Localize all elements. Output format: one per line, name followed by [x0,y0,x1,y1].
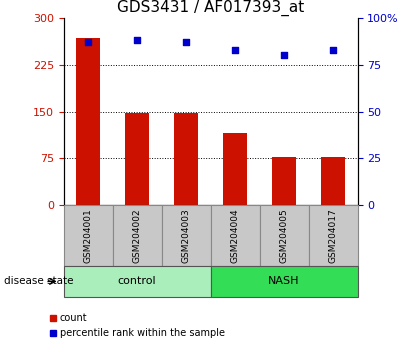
Bar [321,156,345,205]
Point [183,39,189,45]
Text: GSM204002: GSM204002 [133,208,142,263]
Title: GDS3431 / AF017393_at: GDS3431 / AF017393_at [117,0,304,16]
Bar [64,266,210,297]
Text: GSM204001: GSM204001 [84,208,93,263]
Point [281,52,287,58]
Bar [64,205,113,266]
Text: GSM204005: GSM204005 [279,208,289,263]
Bar [162,205,211,266]
Point [85,39,92,45]
Bar [272,156,296,205]
Text: NASH: NASH [268,276,300,286]
Text: GSM204017: GSM204017 [328,208,337,263]
Point [330,47,336,52]
Bar [76,38,100,205]
Bar [260,205,309,266]
Bar [223,133,247,205]
Bar [113,205,162,266]
Point [232,47,238,52]
Bar [125,113,150,205]
Text: control: control [118,276,157,286]
Text: disease state: disease state [4,276,74,286]
Legend: count, percentile rank within the sample: count, percentile rank within the sample [46,309,229,342]
Point [134,38,141,43]
Text: GSM204004: GSM204004 [231,208,240,263]
Bar [309,205,358,266]
Bar [174,113,199,205]
Bar [211,205,260,266]
Text: GSM204003: GSM204003 [182,208,191,263]
Bar [211,266,358,297]
